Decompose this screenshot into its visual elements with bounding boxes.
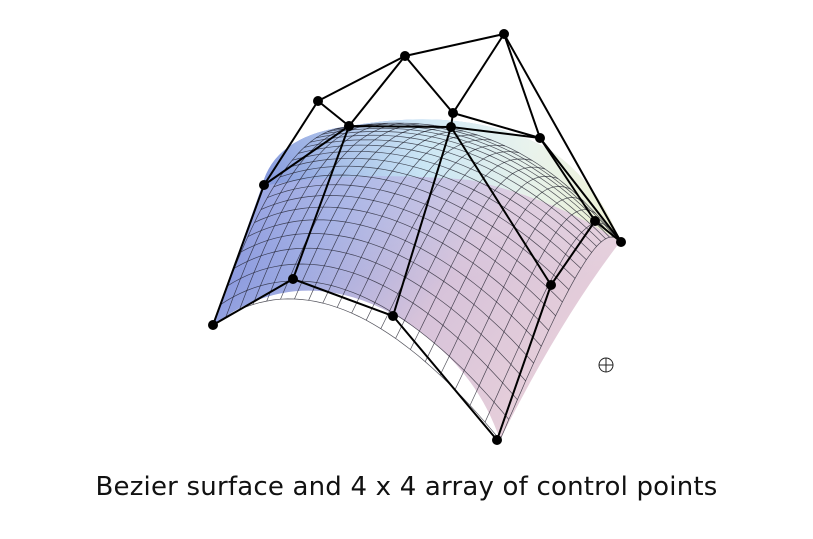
control-net-edge — [292, 278, 394, 317]
control-net-edge — [452, 33, 505, 114]
control-point — [344, 121, 354, 131]
control-point — [546, 280, 556, 290]
control-point — [259, 180, 269, 190]
control-point — [492, 435, 502, 445]
mesh-line-v — [454, 197, 584, 390]
mesh-line-u — [322, 127, 610, 238]
bezier-surface — [212, 119, 621, 441]
mesh-line-u — [316, 131, 606, 240]
control-net-edge — [212, 278, 294, 326]
control-net-edge — [392, 315, 498, 441]
control-net-edge — [450, 126, 541, 139]
control-net-edge — [292, 125, 350, 280]
control-net-edge — [452, 112, 541, 139]
control-net-edge — [348, 55, 406, 127]
control-net-edge — [550, 220, 596, 286]
mesh-line-v — [395, 158, 532, 339]
control-point — [616, 237, 626, 247]
control-net — [208, 29, 626, 445]
mesh-line-u — [292, 150, 587, 260]
mesh-line-u — [310, 134, 602, 243]
control-point — [208, 320, 218, 330]
control-point — [388, 311, 398, 321]
control-net-edge — [317, 100, 350, 127]
mesh-line-v — [469, 209, 596, 406]
control-point — [313, 96, 323, 106]
control-points — [208, 29, 626, 445]
control-net-edge — [404, 55, 454, 114]
control-net-edge — [503, 33, 541, 139]
control-net-edge — [317, 55, 406, 102]
control-net-edge — [404, 33, 505, 57]
control-point — [400, 51, 410, 61]
figure-caption: Bezier surface and 4 x 4 array of contro… — [95, 472, 718, 502]
mesh-line-v — [380, 151, 519, 329]
control-point — [499, 29, 509, 39]
mesh-line-u — [304, 139, 597, 247]
mesh-line-v — [410, 166, 546, 350]
control-net-edge — [496, 284, 552, 441]
control-net-edge — [450, 126, 552, 286]
control-point — [446, 122, 456, 132]
control-net-edge — [263, 125, 350, 186]
control-net-edge — [392, 126, 452, 317]
mesh-line-v — [424, 175, 559, 362]
mesh-line-u — [285, 157, 582, 269]
control-net-edge — [539, 137, 622, 243]
crosshair-circle-icon — [598, 357, 614, 373]
control-net-edge — [539, 137, 596, 222]
mesh-line-u — [333, 123, 618, 240]
mesh-line-v — [351, 139, 492, 314]
control-net-edge — [263, 100, 319, 186]
mesh-line-v — [499, 236, 621, 441]
surface-mesh-lines — [212, 122, 621, 441]
control-point — [448, 108, 458, 118]
control-point — [535, 133, 545, 143]
control-point — [288, 274, 298, 284]
control-net-edge — [503, 33, 622, 243]
control-net-edge — [212, 184, 265, 326]
control-net-edge — [594, 220, 622, 243]
mesh-line-v — [365, 144, 506, 321]
control-point — [590, 216, 600, 226]
control-net-edge — [348, 125, 452, 128]
